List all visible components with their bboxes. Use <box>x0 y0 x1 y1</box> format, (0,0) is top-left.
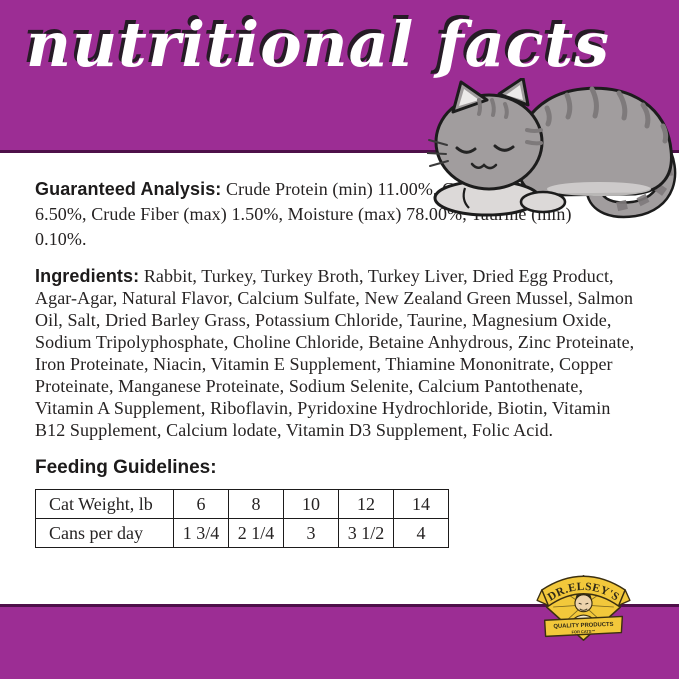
table-cell: 6 <box>173 489 229 519</box>
table-cell: 3 <box>283 518 339 548</box>
table-cell: 12 <box>338 489 394 519</box>
logo-tagline-2: FOR CATS™ <box>571 629 595 635</box>
ingredients-text: Rabbit, Turkey, Turkey Broth, Turkey Liv… <box>35 266 635 440</box>
table-cell: 8 <box>228 489 284 519</box>
feeding-guidelines-table: Cat Weight, lb 6 8 10 12 14 Cans per day… <box>35 489 449 548</box>
table-cell: 3 1/2 <box>338 518 394 548</box>
guaranteed-analysis-label: Guaranteed Analysis: <box>35 179 222 199</box>
table-row-cans-per-day: Cans per day 1 3/4 2 1/4 3 3 1/2 4 <box>35 518 449 548</box>
table-cell: 10 <box>283 489 339 519</box>
table-cell: 14 <box>393 489 449 519</box>
row-header-cat-weight: Cat Weight, lb <box>35 489 174 519</box>
feeding-guidelines-heading: Feeding Guidelines: <box>35 457 217 478</box>
table-cell: 4 <box>393 518 449 548</box>
logo-tagline-1: QUALITY PRODUCTS <box>553 622 613 630</box>
page-title: nutritional facts <box>26 8 611 81</box>
ingredients-label: Ingredients: <box>35 266 140 286</box>
table-cell: 2 1/4 <box>228 518 284 548</box>
table-cell: 1 3/4 <box>173 518 229 548</box>
content-area: Guaranteed Analysis: Crude Protein (min)… <box>0 153 679 604</box>
ingredients: Ingredients: Rabbit, Turkey, Turkey Brot… <box>35 265 643 441</box>
table-row-cat-weight: Cat Weight, lb 6 8 10 12 14 <box>35 489 449 519</box>
row-header-cans-per-day: Cans per day <box>35 518 174 548</box>
header-banner: nutritional facts <box>0 0 679 153</box>
sleeping-cat-icon <box>427 78 677 219</box>
dr-elseys-logo: DR.ELSEY'S QUALITY PRODUCTS FOR CATS™ <box>536 574 631 641</box>
